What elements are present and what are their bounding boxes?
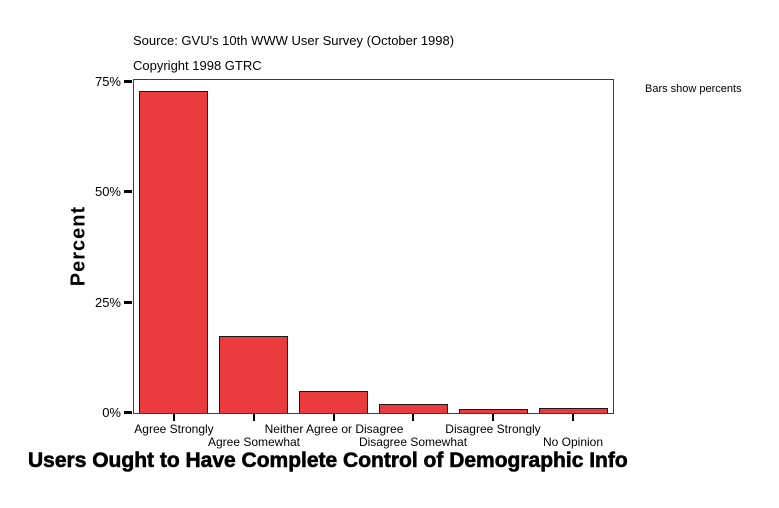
x-tick-label-disagree-strongly: Disagree Strongly xyxy=(445,422,541,436)
bar-no-opinion xyxy=(539,408,608,413)
bar-agree-somewhat xyxy=(219,336,288,413)
copyright-text: Copyright 1998 GTRC xyxy=(133,58,262,73)
y-tick-mark xyxy=(124,301,132,304)
y-tick-label: 25% xyxy=(94,295,121,310)
x-tick-label-neither-agree-or-disagree: Neither Agree or Disagree xyxy=(264,422,404,436)
x-tick-mark xyxy=(572,414,574,421)
x-tick-label-no-opinion: No Opinion xyxy=(542,435,604,449)
x-tick-mark xyxy=(253,414,255,421)
x-tick-label-agree-somewhat: Agree Somewhat xyxy=(207,435,301,449)
y-tick-mark xyxy=(124,80,132,83)
y-tick-label: 0% xyxy=(102,405,121,420)
y-tick-label: 50% xyxy=(94,184,121,199)
bar-neither-agree-or-disagree xyxy=(299,391,368,413)
bar-agree-strongly xyxy=(139,91,208,413)
x-tick-label-agree-strongly: Agree Strongly xyxy=(134,422,214,436)
x-tick-mark xyxy=(492,414,494,421)
source-text: Source: GVU's 10th WWW User Survey (Octo… xyxy=(133,33,455,48)
chart-title: Users Ought to Have Complete Control of … xyxy=(28,449,628,473)
bars-show-percents-note: Bars show percents xyxy=(645,83,742,95)
x-tick-mark xyxy=(173,414,175,421)
y-axis-label: Percent xyxy=(67,205,90,287)
bar-disagree-strongly xyxy=(459,409,528,413)
y-tick-mark xyxy=(124,190,132,193)
x-tick-mark xyxy=(333,414,335,421)
x-tick-mark xyxy=(412,414,414,421)
bar-disagree-somewhat xyxy=(379,404,448,413)
x-tick-label-disagree-somewhat: Disagree Somewhat xyxy=(358,435,468,449)
y-tick-mark xyxy=(124,411,132,414)
y-tick-label: 75% xyxy=(94,74,121,89)
plot-area xyxy=(133,79,614,414)
